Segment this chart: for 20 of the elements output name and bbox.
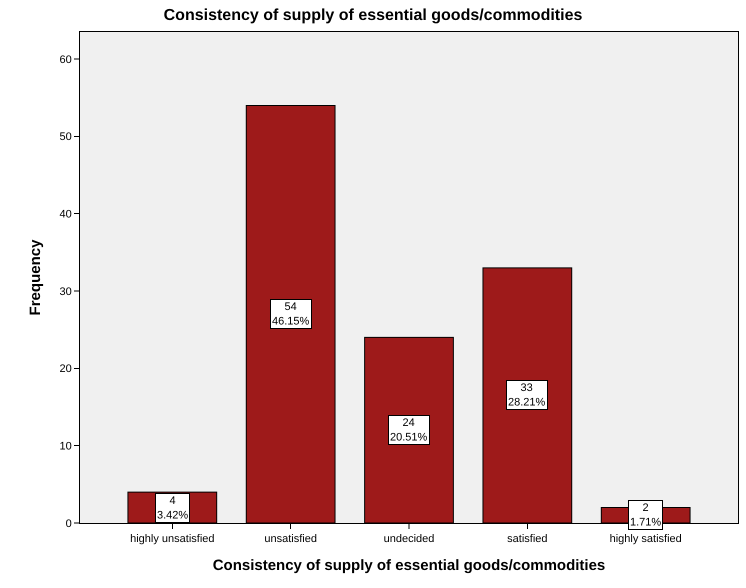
x-tick-label: highly unsatisfied	[130, 533, 215, 546]
y-tick-label: 10	[60, 440, 72, 453]
y-tick-label: 20	[60, 363, 72, 376]
y-tick-label: 60	[60, 54, 72, 66]
data-label: 33 28.21%	[508, 382, 546, 408]
data-label: 54 46.15%	[272, 301, 310, 328]
x-tick-label: undecided	[384, 533, 434, 546]
x-tick-label: unsatisfied	[264, 533, 317, 546]
chart-title: Consistency of supply of essential goods/commodities	[164, 7, 582, 24]
y-tick-label: 40	[60, 208, 72, 221]
y-tick-label: 50	[60, 131, 72, 144]
y-tick-label: 0	[66, 518, 72, 530]
x-tick-label: highly satisfied	[610, 533, 682, 546]
data-label: 2 1.71%	[630, 502, 662, 528]
data-label: 4 3.42%	[157, 495, 188, 522]
x-axis-title: Consistency of supply of essential goods/commodities	[212, 557, 606, 574]
x-tick-label: satisfied	[507, 533, 548, 546]
y-axis-title: Frequency	[26, 238, 44, 316]
y-tick-label: 30	[60, 286, 72, 298]
data-label: 24 20.51%	[390, 417, 428, 444]
